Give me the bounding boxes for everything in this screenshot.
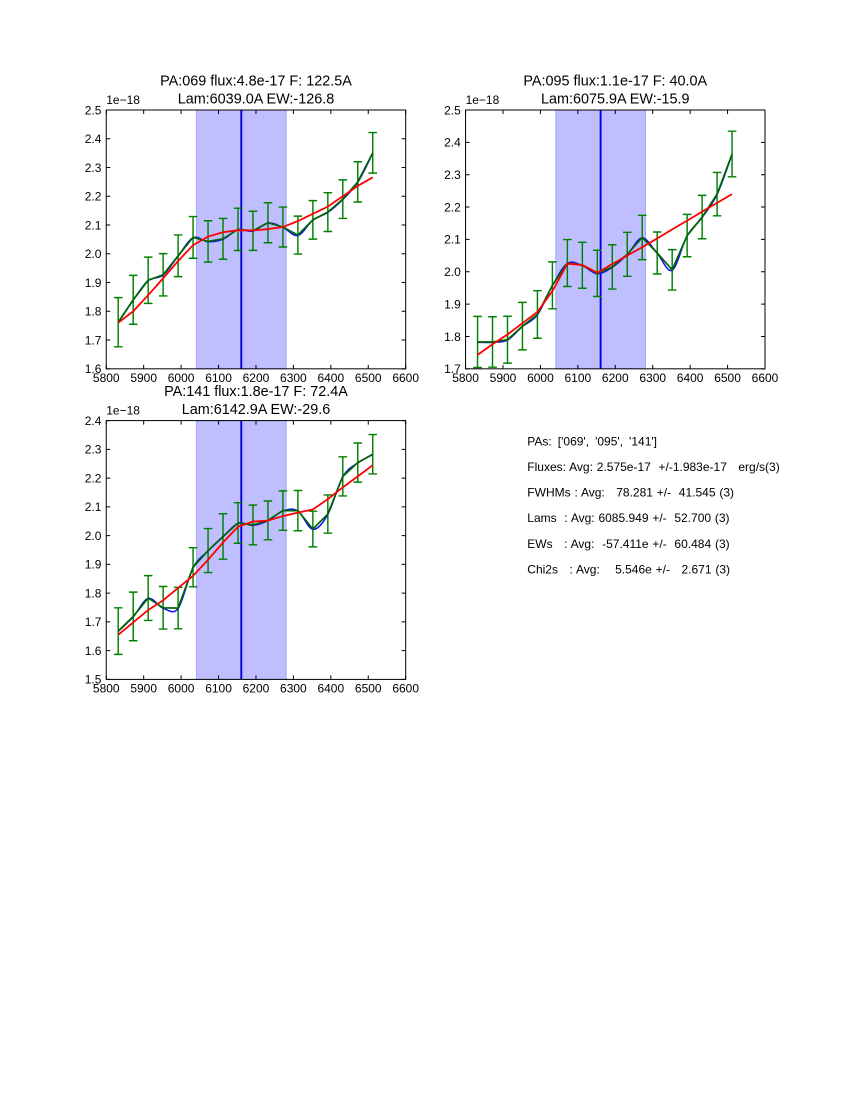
svg-text:6600: 6600: [392, 371, 419, 385]
svg-text:6600: 6600: [752, 371, 779, 385]
svg-text:1.9: 1.9: [444, 297, 461, 311]
svg-text:Chi2s : Avg: 5.546e +/-: Chi2s : Avg: 5.546e +/- 2.671 (3): [527, 562, 730, 576]
svg-text:PA:141 flux:1.8e-17 F: 72.4A: PA:141 flux:1.8e-17 F: 72.4A: [164, 384, 348, 400]
svg-text:1.6: 1.6: [85, 644, 102, 658]
svg-text:6300: 6300: [280, 371, 307, 385]
svg-text:2.3: 2.3: [444, 168, 461, 182]
svg-text:EWs : Avg: -57.411e +/- 60: EWs : Avg: -57.411e +/- 60.484 (3): [527, 537, 729, 551]
svg-text:2.2: 2.2: [85, 190, 102, 204]
svg-text:6400: 6400: [317, 371, 344, 385]
svg-text:1.7: 1.7: [85, 615, 102, 629]
svg-text:1e−18: 1e−18: [106, 404, 140, 418]
svg-text:2.5: 2.5: [444, 103, 461, 117]
svg-text:5900: 5900: [130, 371, 157, 385]
svg-text:6100: 6100: [565, 371, 592, 385]
svg-text:Lam:6075.9A EW:-15.9: Lam:6075.9A EW:-15.9: [541, 91, 690, 107]
svg-text:6200: 6200: [602, 371, 629, 385]
svg-text:5900: 5900: [490, 371, 517, 385]
svg-text:6500: 6500: [714, 371, 741, 385]
svg-text:6100: 6100: [205, 682, 232, 696]
svg-text:6000: 6000: [527, 371, 554, 385]
svg-text:5800: 5800: [452, 371, 479, 385]
svg-text:1.9: 1.9: [85, 276, 102, 290]
svg-text:6200: 6200: [243, 682, 270, 696]
svg-text:2.4: 2.4: [85, 132, 102, 146]
svg-text:1.7: 1.7: [85, 333, 102, 347]
svg-text:Lam:6039.0A EW:-126.8: Lam:6039.0A EW:-126.8: [178, 91, 335, 107]
svg-text:6300: 6300: [639, 371, 666, 385]
svg-text:2.2: 2.2: [444, 200, 461, 214]
svg-text:2.1: 2.1: [85, 218, 102, 232]
svg-text:1e−18: 1e−18: [466, 93, 500, 107]
svg-text:PA:095 flux:1.1e-17 F: 40.0A: PA:095 flux:1.1e-17 F: 40.0A: [523, 74, 707, 90]
svg-text:6600: 6600: [392, 682, 419, 696]
svg-text:2.0: 2.0: [85, 247, 102, 261]
svg-text:2.0: 2.0: [85, 529, 102, 543]
svg-text:6300: 6300: [280, 682, 307, 696]
svg-text:1.6: 1.6: [85, 362, 102, 376]
svg-text:6500: 6500: [355, 371, 382, 385]
svg-text:2.3: 2.3: [85, 161, 102, 175]
svg-text:Lams : Avg: 6085.949 +/- 52.: Lams : Avg: 6085.949 +/- 52.700 (3): [527, 511, 729, 525]
svg-text:6400: 6400: [317, 682, 344, 696]
svg-text:PA:069 flux:4.8e-17 F: 122.5A: PA:069 flux:4.8e-17 F: 122.5A: [160, 74, 352, 90]
svg-text:2.5: 2.5: [85, 103, 102, 117]
svg-text:1.8: 1.8: [444, 330, 461, 344]
svg-text:6200: 6200: [243, 371, 270, 385]
svg-text:PAs: ['069', '095', '141']: PAs: ['069', '095', '141']: [527, 435, 657, 449]
svg-text:1.8: 1.8: [85, 586, 102, 600]
svg-text:2.0: 2.0: [444, 265, 461, 279]
svg-text:2.4: 2.4: [85, 414, 102, 428]
svg-text:2.2: 2.2: [85, 471, 102, 485]
svg-text:1.9: 1.9: [85, 558, 102, 572]
svg-text:1.7: 1.7: [444, 362, 461, 376]
svg-text:1.5: 1.5: [85, 673, 102, 687]
svg-text:2.4: 2.4: [444, 136, 461, 150]
svg-text:Fluxes: Avg: 2.575e-17 +/-1.9: Fluxes: Avg: 2.575e-17 +/-1.983e-17 erg/…: [527, 460, 779, 474]
svg-text:Lam:6142.9A EW:-29.6: Lam:6142.9A EW:-29.6: [182, 402, 331, 418]
svg-text:5800: 5800: [93, 682, 120, 696]
svg-text:6000: 6000: [168, 371, 195, 385]
svg-text:1.8: 1.8: [85, 305, 102, 319]
svg-text:FWHMs : Avg: 78.281 +/- 41.: FWHMs : Avg: 78.281 +/- 41.545 (3): [527, 486, 734, 500]
svg-text:6400: 6400: [677, 371, 704, 385]
svg-text:2.1: 2.1: [85, 500, 102, 514]
svg-text:6100: 6100: [205, 371, 232, 385]
svg-text:6500: 6500: [355, 682, 382, 696]
svg-text:5800: 5800: [93, 371, 120, 385]
svg-text:6000: 6000: [168, 682, 195, 696]
svg-text:2.3: 2.3: [85, 443, 102, 457]
svg-text:1e−18: 1e−18: [106, 93, 140, 107]
svg-text:5900: 5900: [130, 682, 157, 696]
svg-text:2.1: 2.1: [444, 233, 461, 247]
